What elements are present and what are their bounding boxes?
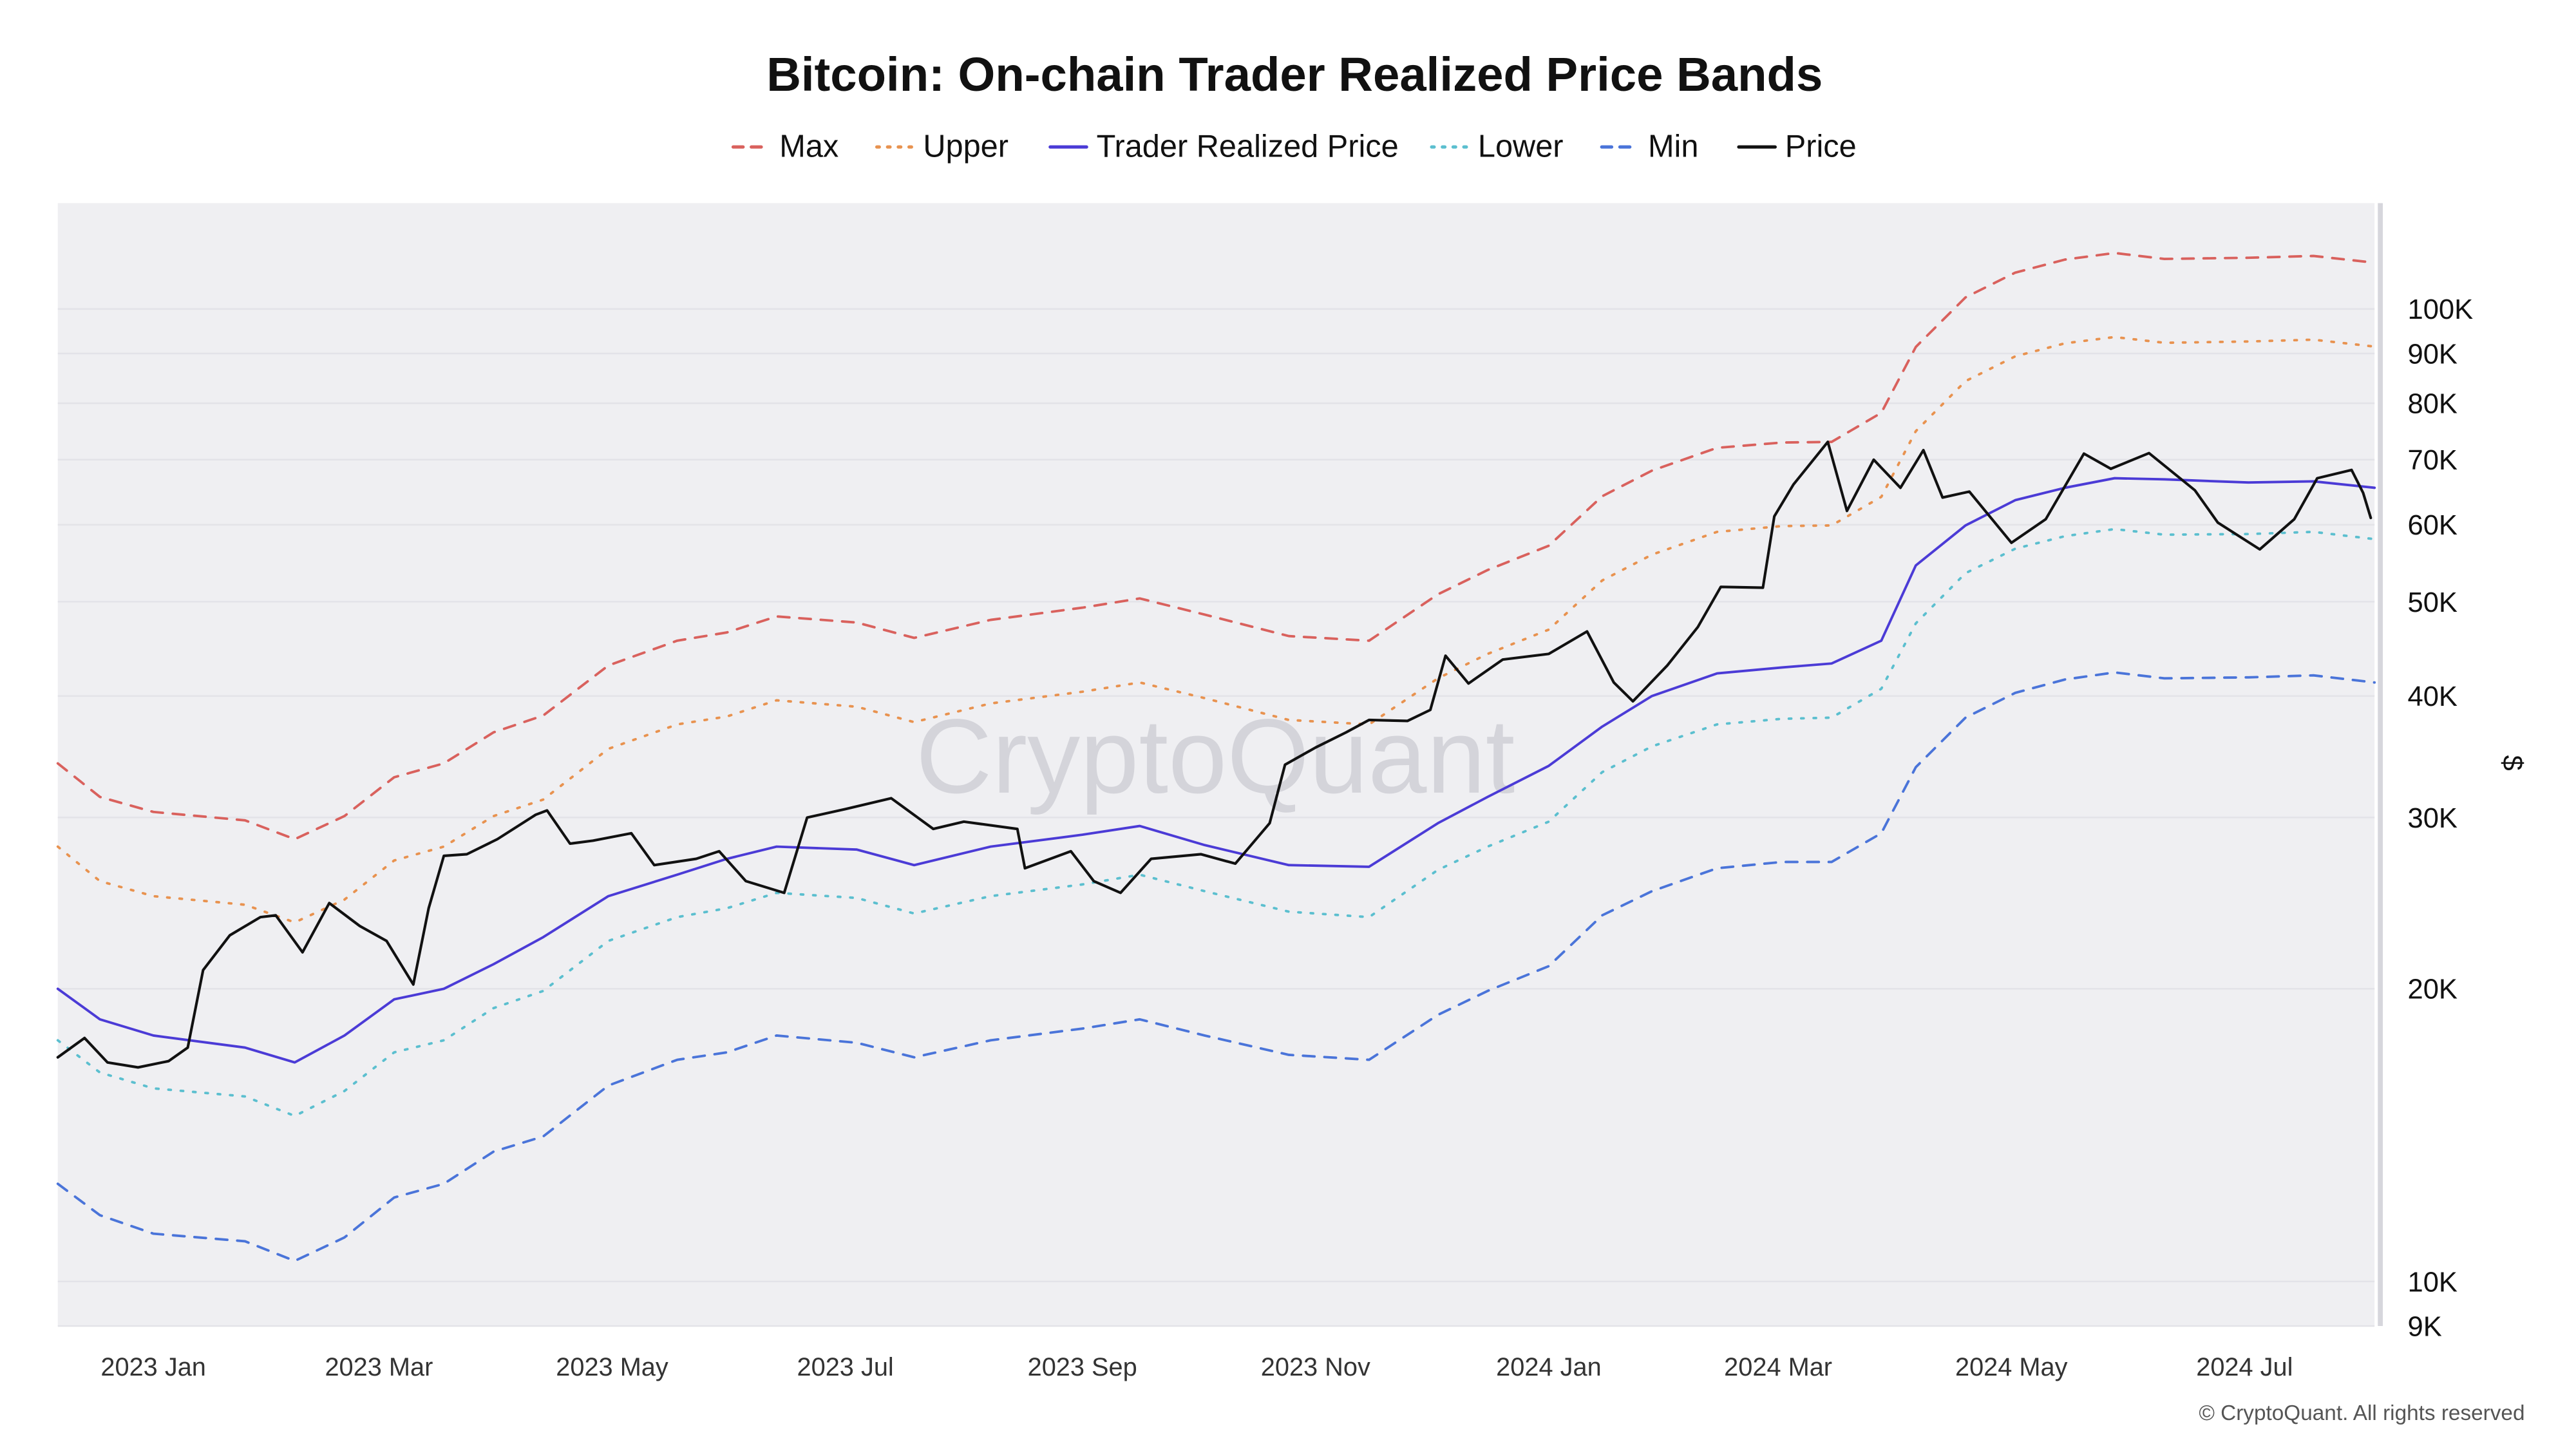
series-line-max bbox=[56, 251, 2376, 840]
x-tick-label: 2023 Sep bbox=[1028, 1353, 1137, 1381]
x-tick-label: 2023 Mar bbox=[325, 1353, 433, 1381]
legend-label: Lower bbox=[1478, 129, 1564, 164]
chart-title: Bitcoin: On-chain Trader Realized Price … bbox=[766, 48, 1823, 101]
series-line-trader-realized-price bbox=[56, 477, 2376, 1064]
y-axis-label: $ bbox=[2497, 755, 2528, 770]
y-tick-label: 40K bbox=[2407, 681, 2458, 712]
legend: Max Upper Trader Realized Price Lower Min Pri… bbox=[731, 129, 1857, 164]
x-tick-label: 2023 Jul bbox=[797, 1353, 894, 1381]
legend-label: Max bbox=[779, 129, 838, 164]
legend-item-max[interactable]: Max bbox=[731, 129, 838, 164]
x-tick-label: 2023 May bbox=[556, 1353, 668, 1381]
y-tick-label: 50K bbox=[2407, 587, 2458, 618]
series-line-upper bbox=[56, 336, 2376, 924]
legend-label: Trader Realized Price bbox=[1097, 129, 1399, 164]
series-line-min bbox=[56, 671, 2376, 1262]
legend-item-upper[interactable]: Upper bbox=[875, 129, 1009, 164]
y-tick-label: 30K bbox=[2407, 803, 2458, 834]
y-tick-label: 70K bbox=[2407, 445, 2458, 476]
x-tick-label: 2024 Mar bbox=[1724, 1353, 1832, 1381]
x-tick-label: 2023 Nov bbox=[1261, 1353, 1370, 1381]
series-line-price bbox=[56, 440, 2372, 1069]
x-tick-label: 2024 Jul bbox=[2196, 1353, 2293, 1381]
y-tick-label: 80K bbox=[2407, 389, 2458, 420]
y-tick-label: 9K bbox=[2407, 1311, 2441, 1342]
plot-area bbox=[57, 203, 2375, 1326]
x-tick-label: 2024 May bbox=[1955, 1353, 2068, 1381]
y-tick-label: 20K bbox=[2407, 974, 2458, 1005]
series-line-lower bbox=[56, 527, 2376, 1117]
legend-item-price[interactable]: Price bbox=[1737, 129, 1857, 164]
gridlines bbox=[57, 308, 2375, 1327]
legend-item-lower[interactable]: Lower bbox=[1430, 129, 1564, 164]
legend-label: Upper bbox=[923, 129, 1009, 164]
legend-item-min[interactable]: Min bbox=[1600, 129, 1698, 164]
y-tick-label: 90K bbox=[2407, 339, 2458, 370]
x-tick-label: 2024 Jan bbox=[1496, 1353, 1602, 1381]
copyright-footer: © CryptoQuant. All rights reserved bbox=[2199, 1401, 2524, 1425]
x-tick-label: 2023 Jan bbox=[100, 1353, 206, 1381]
y-tick-label: 100K bbox=[2407, 294, 2473, 325]
legend-label: Price bbox=[1785, 129, 1857, 164]
y-axis-scrollbar[interactable] bbox=[2378, 203, 2383, 1326]
series-group bbox=[56, 251, 2376, 1262]
y-tick-label: 10K bbox=[2407, 1267, 2458, 1298]
y-axis: 9K 10K 20K 30K 40K 50K 60K 70K 80K 90K 100K bbox=[2407, 294, 2473, 1342]
legend-label: Min bbox=[1648, 129, 1698, 164]
legend-item-trader-realized-price[interactable]: Trader Realized Price bbox=[1048, 129, 1399, 164]
x-axis: 2023 Jan 2023 Mar 2023 May 2023 Jul 2023 Sep… bbox=[100, 1353, 2293, 1381]
y-tick-label: 60K bbox=[2407, 510, 2458, 541]
watermark: CryptoQuant bbox=[916, 697, 1515, 815]
